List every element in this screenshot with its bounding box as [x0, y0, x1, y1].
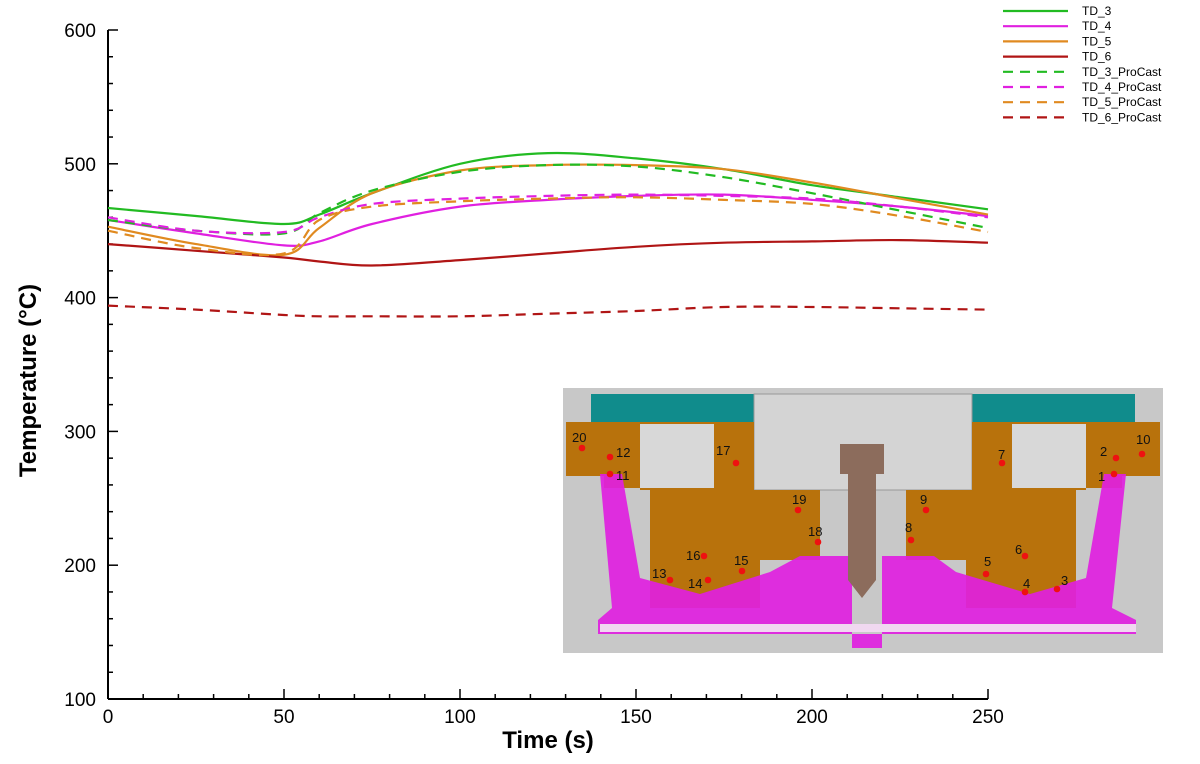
thermocouple-marker — [606, 470, 614, 478]
legend-label: TD_4 — [1082, 19, 1112, 33]
thermocouple-label: 2 — [1100, 444, 1107, 459]
thermocouple-marker — [1021, 588, 1029, 596]
y-tick-label: 100 — [64, 690, 96, 711]
thermocouple-marker — [982, 570, 990, 578]
x-tick-label: 250 — [972, 707, 1004, 728]
x-tick-label: 200 — [796, 707, 828, 728]
inset-slot-left — [640, 424, 714, 488]
series-line-td-6-procast — [107, 304, 989, 318]
thermocouple-label: 9 — [920, 492, 927, 507]
thermocouple-marker — [907, 536, 915, 544]
x-tick-label: 100 — [444, 707, 476, 728]
thermocouple-marker — [1138, 450, 1146, 458]
y-tick-label: 300 — [64, 422, 96, 443]
thermocouple-label: 4 — [1023, 576, 1030, 591]
thermocouple-marker — [814, 538, 822, 546]
thermocouple-label: 13 — [652, 566, 666, 581]
thermocouple-label: 6 — [1015, 542, 1022, 557]
x-tick-label: 0 — [103, 707, 114, 728]
thermocouple-label: 12 — [616, 445, 630, 460]
thermocouple-marker — [998, 459, 1006, 467]
thermocouple-marker — [578, 444, 586, 452]
series-line-td-4 — [107, 193, 989, 247]
thermocouple-label: 20 — [572, 430, 586, 445]
legend-label: TD_6_ProCast — [1082, 110, 1162, 124]
thermocouple-marker — [738, 567, 746, 575]
thermocouple-label: 16 — [686, 548, 700, 563]
thermocouple-label: 11 — [616, 468, 630, 483]
x-tick-label: 50 — [273, 707, 294, 728]
thermocouple-marker — [794, 506, 802, 514]
thermocouple-label: 17 — [716, 443, 730, 458]
thermocouple-label: 15 — [734, 553, 748, 568]
thermocouple-label: 19 — [792, 492, 806, 507]
thermocouple-marker — [704, 576, 712, 584]
legend-label: TD_5 — [1082, 34, 1112, 48]
x-tick-label: 150 — [620, 707, 652, 728]
inset-wheel-casting — [598, 474, 1136, 648]
thermocouple-marker — [732, 459, 740, 467]
thermocouple-marker — [666, 576, 674, 584]
thermocouple-label: 10 — [1136, 432, 1150, 447]
thermocouple-marker — [922, 506, 930, 514]
thermocouple-label: 3 — [1061, 573, 1068, 588]
series-line-td-5-procast — [107, 196, 989, 257]
thermocouple-label: 1 — [1098, 469, 1105, 484]
series-line-td-6 — [107, 238, 989, 267]
y-tick-label: 600 — [64, 21, 96, 42]
thermocouple-marker — [700, 552, 708, 560]
legend-label: TD_6 — [1082, 50, 1112, 64]
legend-label: TD_4_ProCast — [1082, 80, 1162, 94]
y-tick-label: 400 — [64, 289, 96, 310]
y-tick-label: 200 — [64, 556, 96, 577]
series-layer — [107, 151, 989, 318]
legend: TD_3TD_4TD_5 TD_6TD_3_ProCastTD_4_ProCast… — [1003, 4, 1162, 124]
thermocouple-label: 5 — [984, 554, 991, 569]
inset-teal-plate-right — [972, 394, 1135, 422]
inset-bronze-mold-left — [566, 422, 820, 608]
thermocouple-marker — [1110, 470, 1118, 478]
y-axis-title: Temperature (°C) — [15, 284, 42, 477]
axes: 100 200 300 400 500 600 0 50 100 150 200 250 Time (s… — [15, 21, 1004, 754]
series-line-td-3-procast — [107, 163, 989, 236]
inset-wheel-lip — [600, 624, 1136, 632]
series-line-td-5 — [107, 163, 989, 257]
thermocouple-marker — [1021, 552, 1029, 560]
thermocouple-label: 14 — [688, 576, 702, 591]
thermocouple-label: 7 — [998, 447, 1005, 462]
y-tick-label: 500 — [64, 155, 96, 176]
legend-label: TD_5_ProCast — [1082, 95, 1162, 109]
inset-stem — [840, 444, 884, 598]
thermocouple-label: 18 — [808, 524, 822, 539]
thermocouple-marker — [1112, 454, 1120, 462]
inset-teal-plate-left — [591, 394, 754, 422]
thermocouple-label: 8 — [905, 520, 912, 535]
inset-bronze-mold-right — [906, 422, 1160, 608]
legend-label: TD_3 — [1082, 4, 1112, 18]
series-line-td-3 — [107, 151, 989, 226]
inset-slot-right — [1012, 424, 1086, 488]
x-axis-title: Time (s) — [502, 727, 594, 754]
legend-label: TD_3_ProCast — [1082, 65, 1162, 79]
thermocouple-marker — [606, 453, 614, 461]
thermocouple-marker — [1053, 585, 1061, 593]
